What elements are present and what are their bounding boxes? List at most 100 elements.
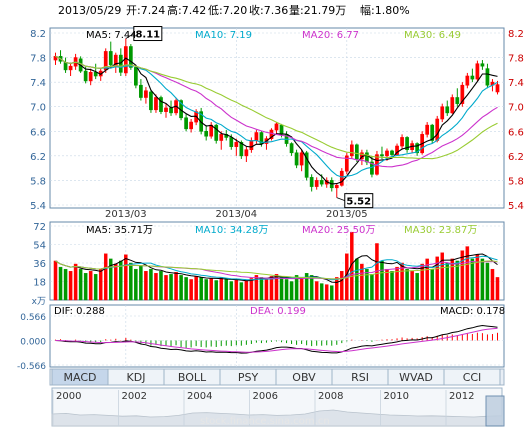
volume-bar	[259, 277, 264, 301]
price-tick-left: 5.8	[30, 176, 46, 187]
price-legend-item: MA30: 6.49	[404, 30, 461, 41]
volume-bar	[390, 271, 394, 301]
volume-bar	[179, 275, 183, 301]
volume-bar	[73, 263, 78, 301]
candle-body	[440, 106, 445, 120]
volume-bar	[149, 268, 153, 301]
volume-bar	[98, 268, 103, 301]
volume-bar	[58, 266, 63, 301]
volume-bar	[269, 276, 274, 301]
price-legend-item: MA5: 7.44	[86, 30, 137, 41]
price-tick-left: 7.0	[30, 103, 46, 114]
candle-body	[455, 97, 460, 104]
volume-bar	[244, 280, 249, 301]
candle-body	[279, 124, 284, 135]
volume-bar	[234, 279, 239, 301]
volume-tick: 36	[33, 259, 46, 270]
candle-body	[239, 142, 244, 157]
tab-label[interactable]: KDJ	[127, 371, 146, 384]
timeline-navigator[interactable]: 2000 2002 2004 2006 2008 2010 2012 stock.finan…	[51, 387, 505, 427]
candle-body	[108, 51, 113, 66]
tab-label[interactable]: BOLL	[178, 371, 207, 384]
timeline-range-handle[interactable]	[485, 395, 505, 427]
candle-body	[395, 145, 399, 155]
volume-bar	[435, 256, 439, 301]
volume-bar	[114, 263, 118, 301]
moving-average-lines	[55, 55, 498, 354]
candle-body	[244, 149, 249, 157]
volume-tick: 18	[33, 278, 46, 289]
macd-dea-line	[55, 327, 498, 353]
volume-bar	[274, 274, 279, 301]
tab-label[interactable]: CCI	[463, 371, 482, 384]
volume-bar	[184, 277, 188, 301]
volume-bar	[169, 274, 173, 301]
candle-body	[274, 123, 279, 131]
candle-body	[405, 137, 409, 151]
macd-tick: 0.000	[20, 338, 46, 348]
volume-bar	[199, 277, 203, 301]
candle-body	[450, 97, 455, 114]
info-high: 高:7.42	[167, 3, 206, 17]
volume-bar	[279, 277, 284, 301]
volume-bar	[319, 283, 324, 301]
candle-body	[88, 72, 93, 82]
candle-body	[219, 134, 224, 141]
candle-body	[299, 152, 304, 166]
tab-label[interactable]: RSI	[351, 371, 369, 384]
candle-body	[390, 150, 394, 155]
candle-body	[154, 97, 158, 111]
volume-bar	[329, 285, 334, 301]
volume-bar	[324, 284, 329, 301]
tab-cci[interactable]	[443, 368, 501, 386]
tab-label[interactable]: WVAD	[399, 371, 433, 384]
candle-body	[314, 180, 319, 187]
candle-body	[164, 107, 168, 112]
tab-label[interactable]: PSY	[238, 371, 259, 384]
volume-bar	[119, 260, 123, 301]
candle-body	[134, 67, 138, 86]
candle-body	[294, 152, 299, 166]
volume-bar	[289, 281, 294, 301]
volume-legend-item: MA20: 25.50万	[302, 225, 375, 236]
price-tick-left: 7.8	[30, 54, 46, 65]
x-axis-label: 2013/03	[105, 209, 147, 220]
candle-body	[365, 152, 369, 163]
volume-bar	[415, 273, 419, 301]
candle-body	[144, 90, 148, 98]
volume-bar	[395, 266, 399, 301]
timeline-year-labels: 2000 2002 2004 2006 2008 2010 2012	[52, 390, 474, 426]
price-tick-left: 6.6	[30, 127, 46, 138]
tab-label[interactable]: OBV	[292, 371, 316, 384]
price-tick-right: 7.8	[508, 54, 524, 65]
volume-bar	[445, 262, 450, 301]
volume-bar	[490, 268, 495, 301]
volume-bar	[194, 276, 198, 301]
candle-body	[355, 144, 359, 160]
macd-legend-item: MACD: 0.178	[440, 306, 505, 317]
volume-bar	[139, 265, 143, 301]
timeline-year-label: 2012	[449, 391, 474, 402]
volume-bar	[299, 277, 304, 301]
candle-body	[319, 180, 324, 185]
candle-body	[184, 117, 188, 130]
volume-bar	[78, 268, 83, 301]
price-legend-item: MA20: 6.77	[302, 30, 359, 41]
tab-label[interactable]: MACD	[64, 371, 97, 384]
candle-body	[460, 84, 465, 104]
candle-body	[269, 129, 274, 139]
volume-bar	[380, 260, 384, 301]
candle-body	[139, 84, 143, 98]
volume-ma5-line	[55, 253, 498, 284]
volume-bar	[134, 268, 138, 301]
candle-body	[249, 140, 254, 151]
volume-bar	[189, 279, 193, 301]
volume-legend-item: MA5: 35.71万	[86, 225, 153, 236]
candle-body	[118, 54, 123, 73]
price-tick-left: 6.2	[30, 152, 46, 163]
candle-body	[400, 137, 404, 147]
annotation-box	[133, 26, 163, 42]
volume-bar	[385, 268, 389, 301]
price-annotations: 8.11 5.52	[125, 26, 374, 209]
